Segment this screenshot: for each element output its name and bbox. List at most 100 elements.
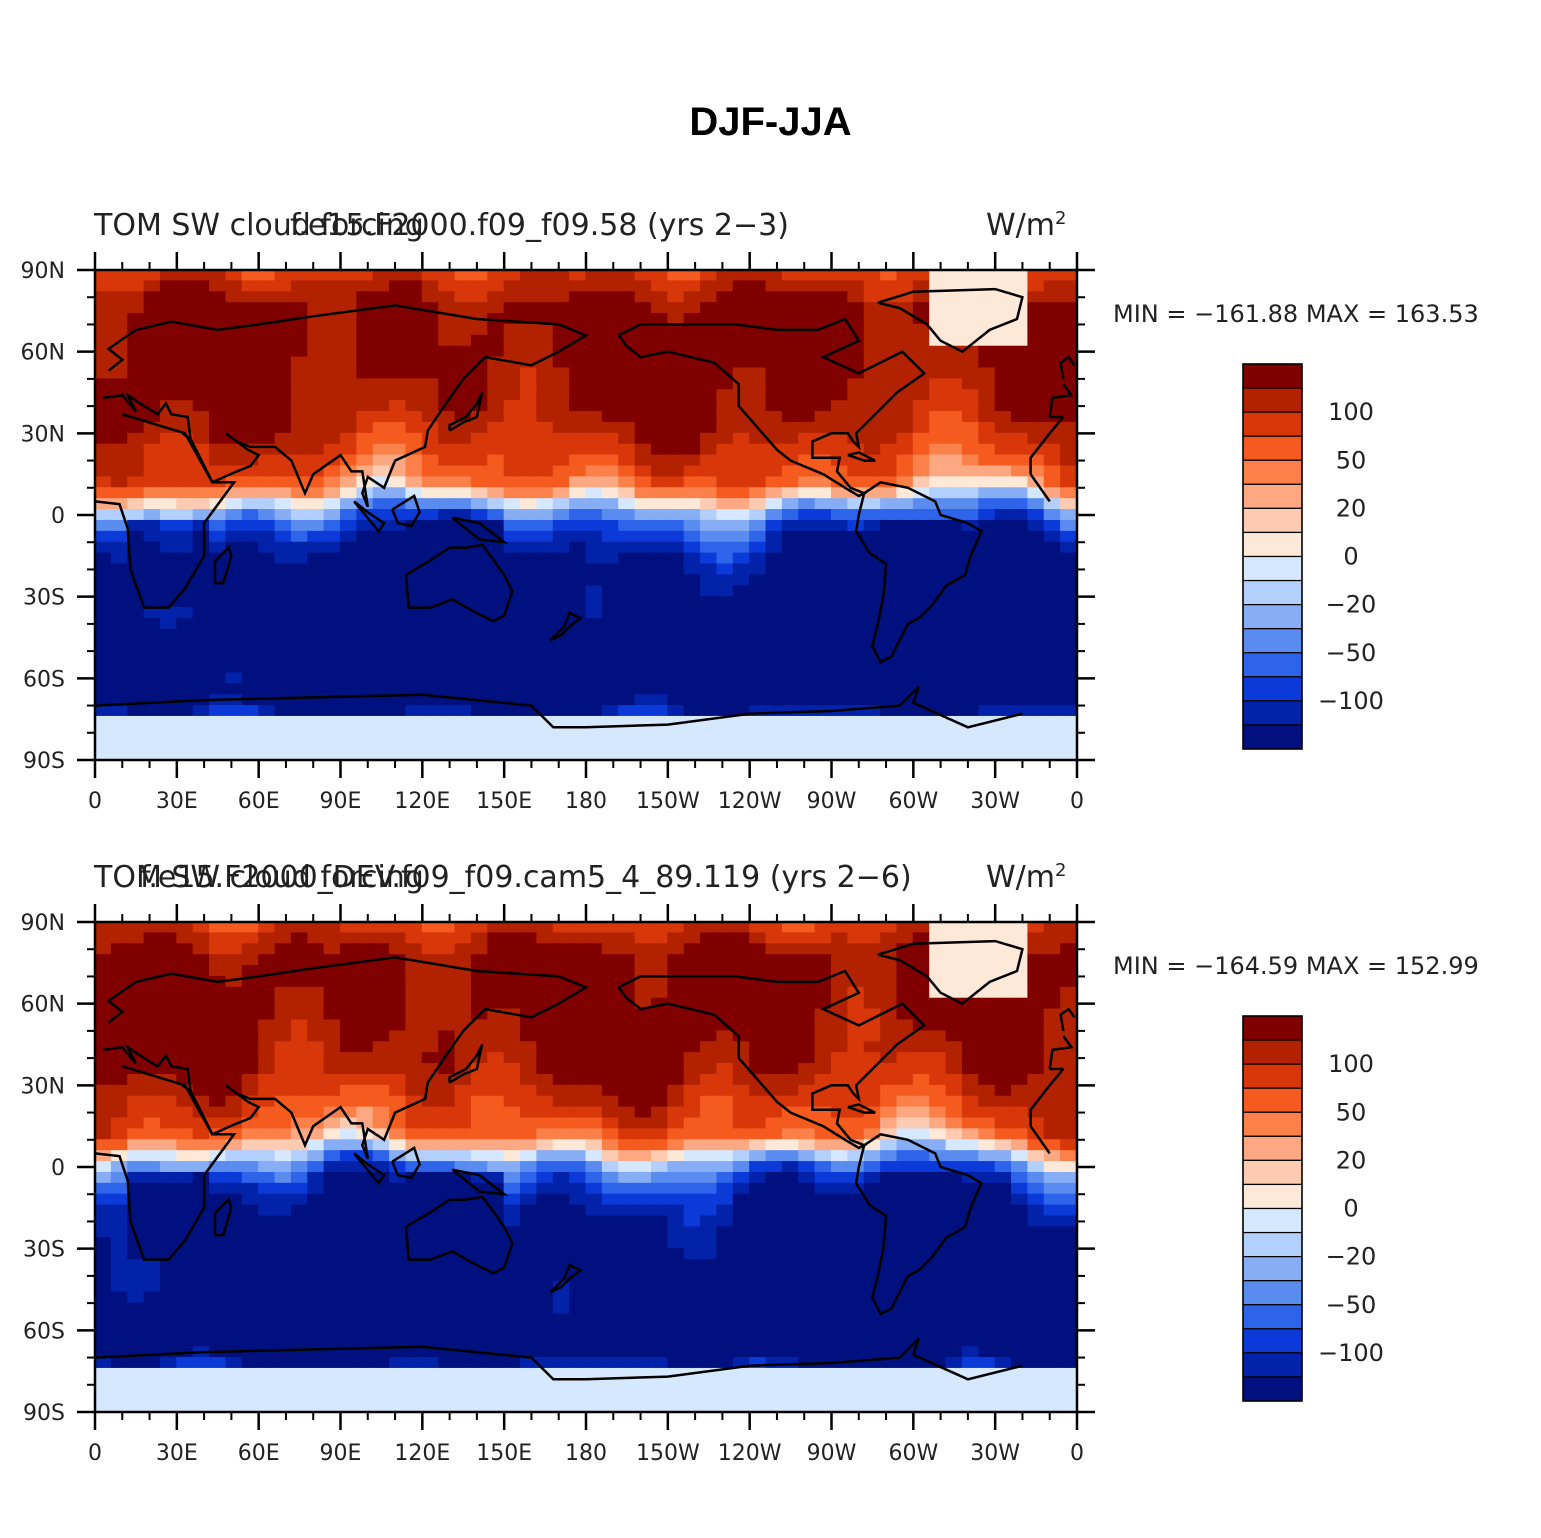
field-cell — [323, 367, 341, 380]
field-cell — [470, 954, 489, 967]
field-cell — [994, 1280, 1013, 1293]
field-cell — [192, 411, 211, 423]
field-cell — [536, 1215, 554, 1228]
field-cell — [258, 1248, 276, 1261]
field-cell — [192, 574, 211, 587]
field-cell — [356, 607, 374, 619]
field-cell — [732, 509, 751, 521]
field-cell — [601, 411, 620, 423]
field-cell — [601, 1019, 620, 1032]
field-cell — [814, 1150, 832, 1163]
field-cell — [569, 705, 587, 717]
field-cell — [831, 1095, 849, 1108]
field-cell — [601, 672, 620, 685]
field-cell — [863, 356, 882, 369]
field-cell — [847, 389, 865, 402]
field-cell — [781, 367, 800, 380]
field-cell — [929, 563, 947, 576]
field-cell — [389, 1084, 407, 1097]
field-cell — [716, 487, 734, 500]
field-cell — [225, 280, 243, 293]
field-cell — [847, 302, 865, 315]
field-cell — [749, 596, 767, 609]
field-cell — [241, 1150, 260, 1163]
field-cell — [1043, 1019, 1062, 1032]
field-cell — [192, 1280, 211, 1293]
field-cell — [274, 1150, 292, 1163]
field-cell — [1027, 1215, 1045, 1228]
field-cell — [470, 661, 489, 674]
field-cell — [978, 323, 996, 336]
field-cell — [978, 389, 996, 402]
field-cell — [176, 313, 194, 325]
field-cell — [601, 280, 620, 293]
field-cell — [978, 280, 996, 293]
field-cell — [340, 1280, 358, 1293]
field-cell — [372, 1248, 391, 1261]
field-cell — [470, 1204, 489, 1217]
field-cell — [880, 541, 898, 554]
field-cell — [127, 694, 145, 707]
field-cell — [127, 498, 145, 511]
field-cell — [470, 596, 489, 609]
field-cell — [814, 1259, 832, 1271]
field-cell — [241, 1073, 260, 1086]
field-cell — [241, 345, 260, 358]
field-cell — [192, 1030, 211, 1043]
field-cell — [618, 1204, 636, 1217]
field-cell — [814, 596, 832, 609]
field-cell — [618, 1008, 636, 1021]
field-cell — [274, 715, 292, 728]
field-cell — [487, 541, 505, 554]
field-cell — [961, 1150, 980, 1163]
field-cell — [667, 965, 685, 977]
field-cell — [863, 986, 882, 999]
field-cell — [520, 607, 538, 619]
field-cell — [716, 323, 734, 336]
field-cell — [831, 1291, 849, 1304]
field-cell — [536, 1182, 554, 1195]
field-cell — [110, 411, 129, 423]
field-cell — [127, 552, 145, 565]
field-cell — [372, 454, 391, 467]
field-cell — [765, 454, 783, 467]
field-cell — [323, 280, 341, 293]
field-cell — [863, 1280, 882, 1293]
field-cell — [405, 1095, 423, 1108]
field-cell — [650, 1041, 669, 1054]
field-cell — [781, 356, 800, 369]
field-cell — [912, 748, 931, 760]
field-cell — [683, 411, 702, 423]
field-cell — [1011, 715, 1029, 728]
field-cell — [749, 378, 767, 391]
field-cell — [1011, 454, 1029, 467]
field-cell — [667, 1215, 685, 1228]
field-cell — [831, 726, 849, 739]
field-cell — [389, 519, 407, 532]
field-cell — [994, 563, 1013, 576]
field-cell — [438, 421, 456, 434]
field-cell — [241, 1280, 260, 1293]
field-cell — [143, 1259, 161, 1271]
field-cell — [961, 975, 980, 988]
field-cell — [896, 1161, 914, 1173]
field-cell — [994, 1019, 1013, 1032]
field-cell — [405, 498, 423, 511]
field-cell — [536, 313, 554, 325]
field-cell — [176, 965, 194, 977]
field-cell — [700, 1182, 718, 1195]
field-cell — [307, 334, 325, 347]
field-cell — [176, 345, 194, 358]
field-cell — [487, 932, 505, 945]
field-cell — [176, 1128, 194, 1141]
field-cell — [95, 1171, 112, 1184]
field-cell — [1060, 737, 1077, 750]
field-cell — [700, 476, 718, 489]
field-cell — [880, 726, 898, 739]
field-cell — [405, 715, 423, 728]
field-cell — [896, 411, 914, 423]
field-cell — [356, 552, 374, 565]
field-cell — [552, 661, 571, 674]
field-cell — [700, 726, 718, 739]
field-cell — [961, 737, 980, 750]
